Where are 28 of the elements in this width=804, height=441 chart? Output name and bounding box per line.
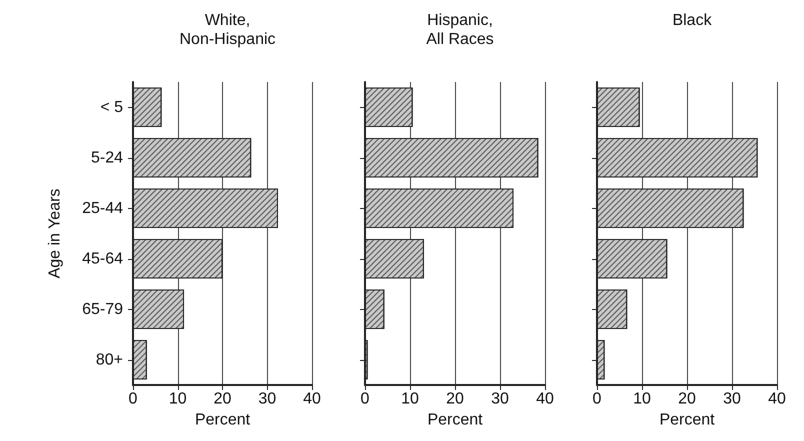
y-tick-label: 80+ bbox=[96, 351, 123, 368]
x-tick-label: 40 bbox=[536, 390, 554, 408]
x-tick-label: 0 bbox=[128, 390, 138, 408]
x-tick-label: 10 bbox=[401, 390, 419, 408]
chart-title: Black bbox=[672, 12, 713, 29]
x-tick-label: 20 bbox=[678, 390, 696, 408]
x-axis-title: Percent bbox=[427, 411, 484, 428]
x-tick-label: 30 bbox=[258, 390, 276, 408]
x-tick-label: 10 bbox=[168, 390, 187, 408]
x-tick-label: 30 bbox=[491, 390, 509, 408]
y-tick-label: 5-24 bbox=[90, 149, 124, 166]
y-tick-label: 25-44 bbox=[82, 200, 124, 217]
x-tick-label: 20 bbox=[214, 390, 232, 408]
y-tick-label: < 5 bbox=[100, 98, 124, 116]
x-tick-label: 10 bbox=[633, 390, 651, 408]
y-tick-label: 45-64 bbox=[82, 250, 124, 268]
x-tick-label: 40 bbox=[768, 390, 786, 408]
y-tick-label: 65-79 bbox=[82, 300, 124, 318]
chart-title: White, Non-Hispanic bbox=[179, 12, 276, 48]
x-tick-label: 30 bbox=[723, 390, 741, 408]
x-tick-label: 40 bbox=[303, 390, 321, 408]
x-axis-title: Percent bbox=[659, 411, 716, 428]
chart-title: Hispanic, All Races bbox=[426, 12, 494, 48]
x-tick-label: 0 bbox=[592, 390, 602, 408]
x-tick-label: 0 bbox=[360, 390, 370, 408]
x-axis-title: Percent bbox=[194, 411, 251, 428]
x-tick-label: 20 bbox=[446, 390, 464, 408]
y-axis-title: Age in Years bbox=[46, 188, 64, 278]
